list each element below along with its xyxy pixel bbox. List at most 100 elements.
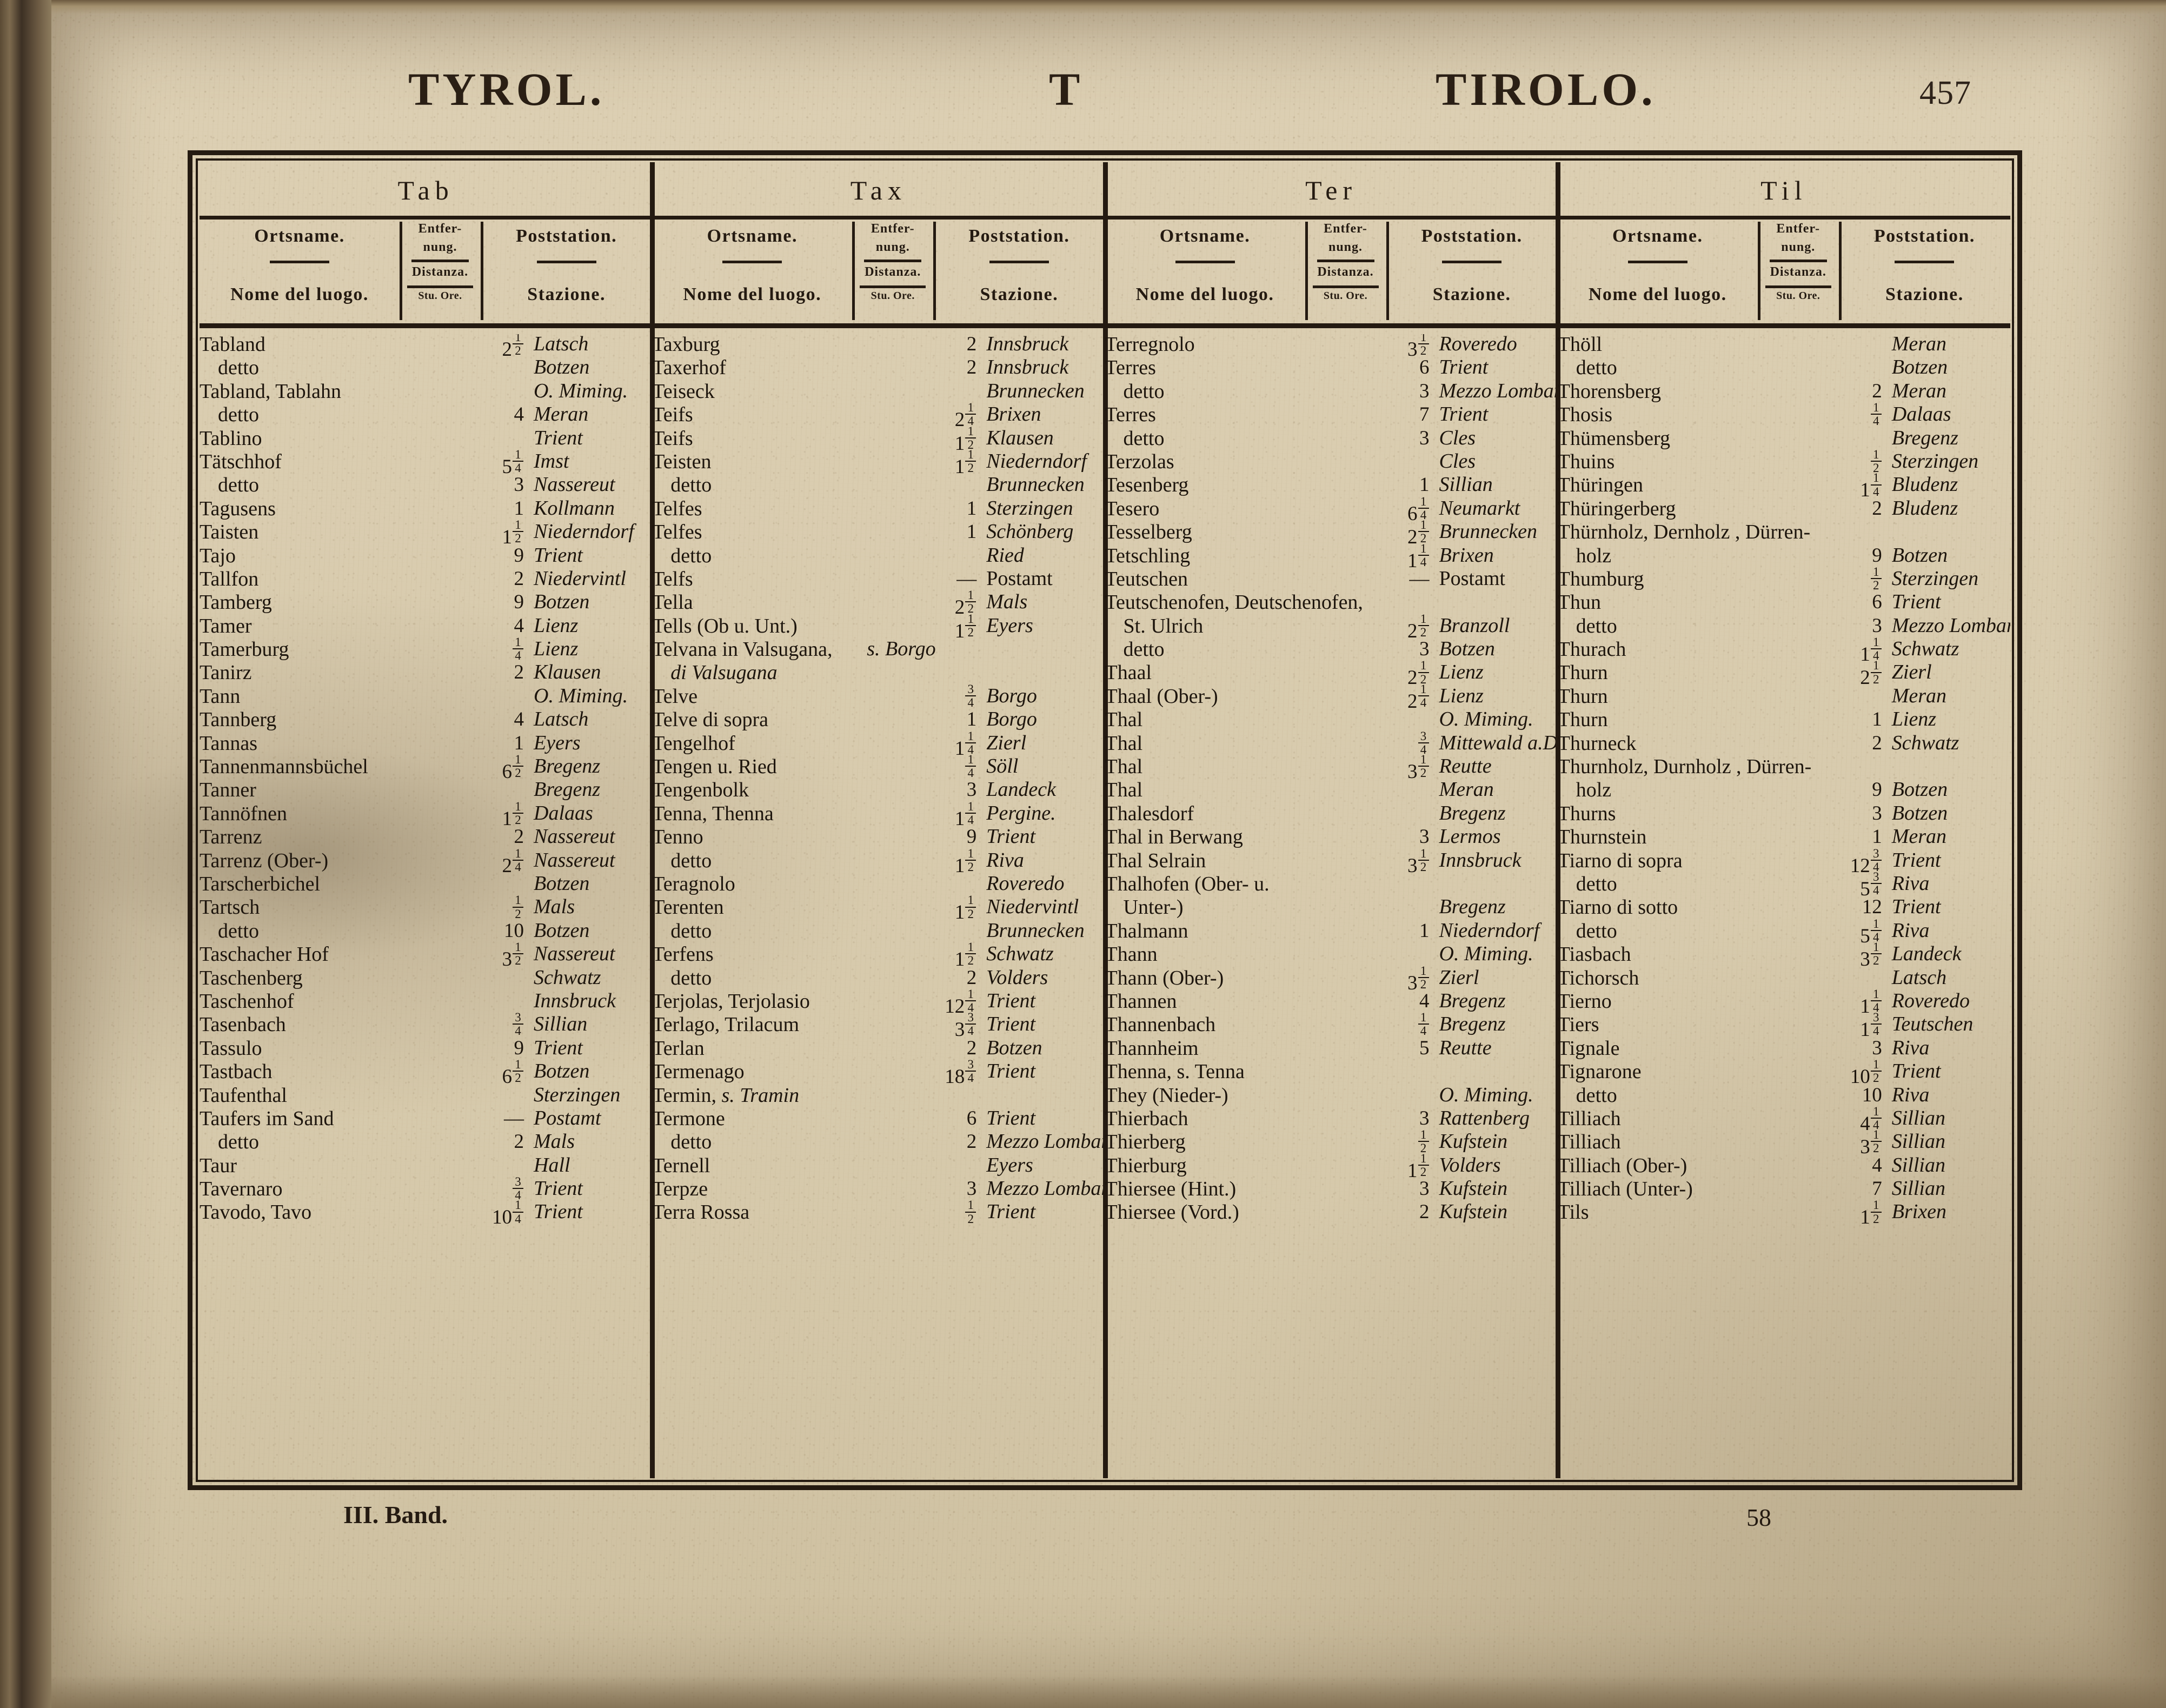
table-row: Thal in Berwang 3 Lermos	[1105, 825, 1558, 850]
place-name: Tannöfnen	[200, 802, 287, 825]
post-station: Mals	[986, 590, 1028, 614]
post-station: Niederndorf	[534, 520, 634, 543]
table-row: Tengelhof 1 1 4 Zierl	[652, 730, 1105, 760]
table-row: detto 5 3 4 Riva	[1558, 870, 2010, 900]
post-station: Meran	[1891, 334, 1947, 355]
table-row: detto Botzen	[200, 356, 652, 381]
table-row: Taschacher Hof 3 1 2 Nassereut	[200, 941, 652, 971]
distance-value: 3	[966, 779, 977, 801]
place-name: Thalesdorf	[1105, 802, 1194, 825]
table-row: Tallfon 2 Niedervintl	[200, 567, 652, 592]
post-station: Klausen	[534, 661, 601, 684]
header-underline	[1317, 260, 1374, 262]
distance-value: 9	[514, 1036, 524, 1059]
table-row: Thalhofen (Ober- u.	[1105, 873, 1558, 897]
place-name: Thümensberg	[1557, 427, 1671, 450]
place-name: holz	[1576, 544, 1612, 567]
place-name: Telvana in Valsugana,	[652, 638, 833, 661]
table-row: detto Brunnecken	[652, 473, 1105, 498]
place-name: di Valsugana	[670, 661, 778, 684]
table-row: detto 4 Meran	[200, 403, 652, 428]
post-station: Meran	[1891, 825, 1947, 848]
header-cell-divider	[1757, 222, 1760, 320]
table-row: Thal Meran	[1105, 778, 1558, 803]
header-entfernung-line1: Entfer-	[418, 222, 462, 236]
post-station: Roveredo	[1891, 989, 1970, 1012]
distance-value: 3	[514, 474, 524, 496]
header-ortsname: Ortsname.	[254, 226, 345, 246]
place-name: detto	[1123, 638, 1165, 661]
place-name: Tils	[1557, 1201, 1589, 1224]
post-station: Brixen	[1439, 543, 1494, 567]
post-station: Teutschen	[1891, 1013, 1974, 1036]
table-row: Thorensberg 2 Meran	[1558, 379, 2010, 404]
table-row: Thal Selrain 3 1 2 Innsbruck	[1105, 847, 1558, 877]
column-letter-head: Til	[1760, 175, 1808, 205]
post-station: Schwatz	[1891, 637, 1959, 661]
place-name: Teutschenofen, Deutschenofen,	[1105, 591, 1363, 614]
post-station: Niedervintl	[534, 567, 626, 590]
table-row: Tesenberg 1 Sillian	[1105, 473, 1558, 498]
post-station: Nassereut	[534, 825, 615, 848]
place-name: Tenna, Thenna	[652, 802, 774, 825]
post-station: Botzen	[534, 872, 590, 895]
header-cell-divider	[1838, 222, 1842, 320]
place-name: Thiersee (Hint.)	[1105, 1178, 1237, 1201]
post-station: Trient	[986, 989, 1036, 1012]
post-station: Postamt	[534, 1106, 601, 1129]
post-station: Trient	[986, 1060, 1036, 1083]
place-name: Thaal	[1105, 661, 1152, 684]
table-row: Thürnholz, Dernholz , Dürren-	[1558, 521, 2010, 545]
table-row: Thosis 1 4 Dalaas	[1558, 401, 2010, 428]
running-head-letter: T	[1049, 63, 1084, 115]
post-station: Brixen	[986, 403, 1041, 426]
header-underline	[989, 261, 1049, 263]
post-station: Reutte	[1439, 1036, 1492, 1059]
post-station: Botzen	[1891, 356, 1948, 379]
distance-value: 3	[1419, 1178, 1430, 1200]
place-name: detto	[1576, 356, 1617, 380]
header-poststation: Poststation.	[1873, 226, 1975, 246]
place-name: Telfs	[652, 567, 693, 590]
header-underline	[1312, 285, 1379, 288]
post-station: Meran	[1891, 379, 1947, 402]
place-name: Teutschen	[1105, 567, 1188, 590]
place-name: Tassulo	[200, 1036, 262, 1060]
place-name: Tesero	[1105, 497, 1160, 520]
post-station: Dalaas	[534, 801, 593, 825]
column-body: Thöll Meran detto Botzen Thorensberg 2 Meran Th…	[1558, 334, 2010, 1478]
place-name: detto	[670, 1131, 712, 1154]
place-name: detto	[670, 849, 712, 872]
post-station: Landeck	[986, 778, 1056, 801]
post-station: Trient	[534, 426, 583, 449]
table-row: Terra Rossa 1 2 Trient	[652, 1199, 1105, 1225]
post-station: Trient	[986, 1200, 1036, 1224]
distance-value: 7	[1872, 1178, 1882, 1200]
distance-value: 4	[514, 403, 524, 426]
place-name: Tiers	[1557, 1013, 1599, 1036]
table-row: Tagusens 1 Kollmann	[200, 497, 652, 522]
table-row: Tamer 4 Lienz	[200, 614, 652, 639]
place-name: Tastbach	[200, 1060, 273, 1084]
place-name: Terregnolo	[1105, 334, 1195, 356]
place-name: detto	[1576, 614, 1617, 637]
distance-value: 12 1 4	[652, 988, 976, 1018]
post-station: Volders	[986, 966, 1048, 989]
place-name: detto	[218, 403, 259, 427]
post-station: Niedervintl	[986, 895, 1079, 919]
post-station: Landeck	[1891, 942, 1962, 966]
place-name: holz	[1576, 779, 1612, 802]
place-name: Thurns	[1557, 802, 1616, 825]
distance-value: 5	[1419, 1036, 1430, 1059]
post-station: Trient	[534, 543, 583, 567]
post-station: Mezzo Lombardo	[1891, 614, 2010, 637]
post-station: Söll	[986, 755, 1019, 778]
table-frame: Tab Ortsname. Nome del luogo. Entfer-nung. D…	[188, 150, 2022, 1490]
place-name: Thurnstein	[1557, 826, 1647, 849]
